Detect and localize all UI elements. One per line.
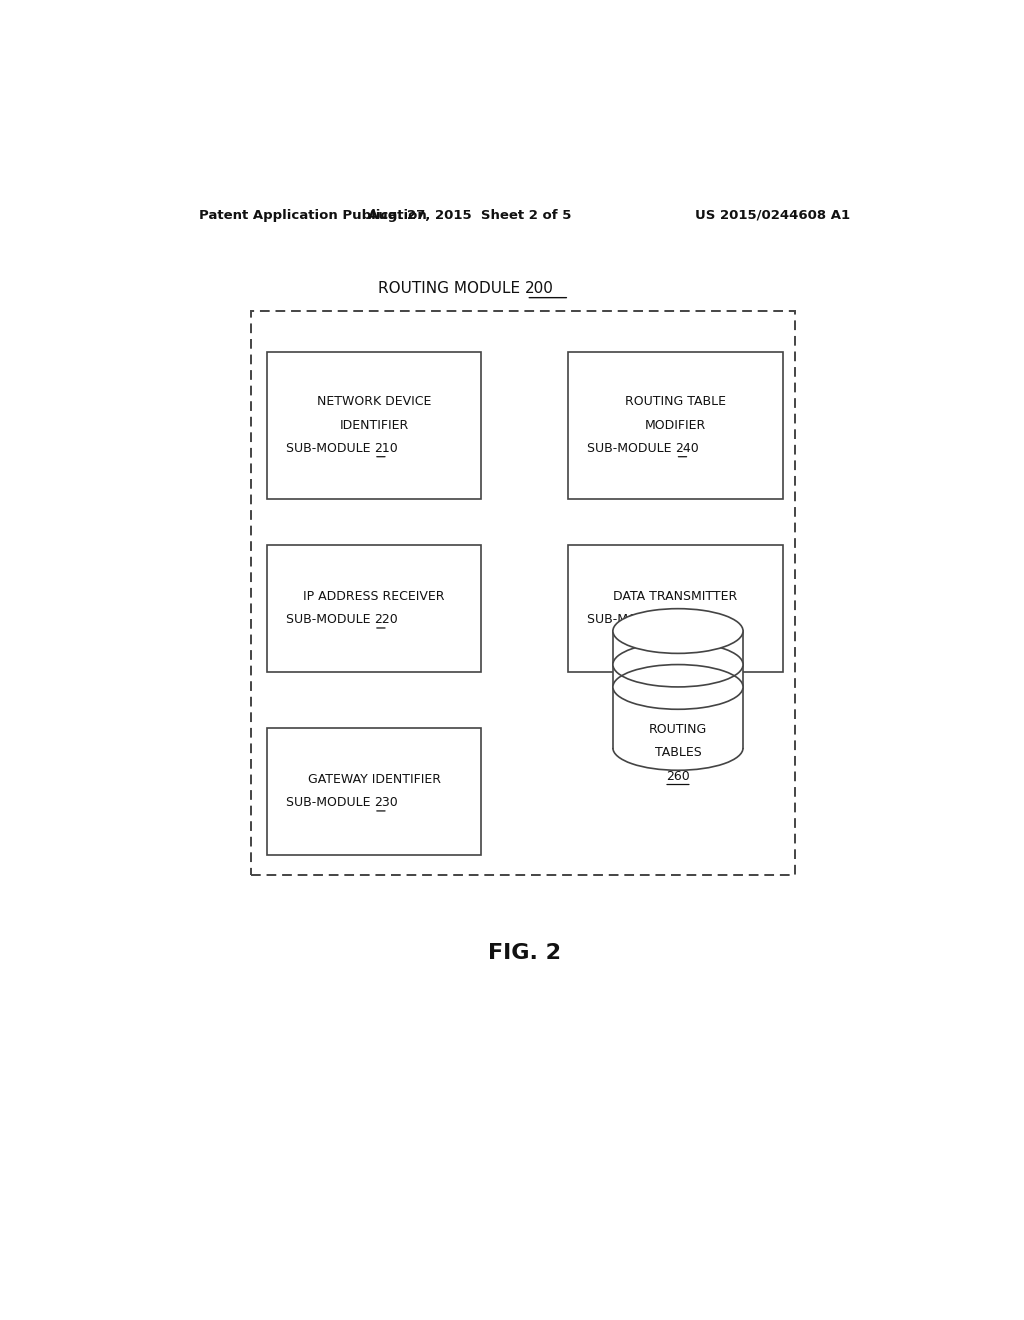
Bar [267, 351, 481, 499]
Bar [267, 545, 481, 672]
Text: ROUTING: ROUTING [649, 723, 708, 737]
Text: SUB-MODULE: SUB-MODULE [587, 442, 676, 455]
Text: SUB-MODULE: SUB-MODULE [587, 614, 676, 627]
Text: SUB-MODULE: SUB-MODULE [286, 614, 374, 627]
Text: 260: 260 [666, 770, 690, 783]
Ellipse shape [613, 664, 743, 709]
Text: 230: 230 [374, 796, 397, 809]
Text: ROUTING TABLE: ROUTING TABLE [625, 395, 726, 408]
Text: 250: 250 [676, 614, 699, 627]
Text: SUB-MODULE: SUB-MODULE [286, 796, 374, 809]
Ellipse shape [613, 643, 743, 686]
Text: 220: 220 [374, 614, 397, 627]
Text: US 2015/0244608 A1: US 2015/0244608 A1 [695, 209, 850, 222]
Text: TABLES: TABLES [654, 747, 701, 759]
Text: FIG. 2: FIG. 2 [488, 944, 561, 964]
Bar [613, 631, 743, 748]
Bar [568, 545, 782, 672]
Bar [267, 727, 481, 854]
Bar [251, 310, 795, 875]
Text: 210: 210 [374, 442, 397, 455]
Text: MODIFIER: MODIFIER [645, 418, 707, 432]
Ellipse shape [613, 609, 743, 653]
Text: ROUTING MODULE: ROUTING MODULE [378, 281, 524, 296]
Text: SUB-MODULE: SUB-MODULE [286, 442, 374, 455]
Text: Patent Application Publication: Patent Application Publication [200, 209, 427, 222]
Bar [568, 351, 782, 499]
Text: NETWORK DEVICE: NETWORK DEVICE [316, 395, 431, 408]
Text: GATEWAY IDENTIFIER: GATEWAY IDENTIFIER [307, 774, 440, 785]
Text: IDENTIFIER: IDENTIFIER [339, 418, 409, 432]
Text: 240: 240 [676, 442, 699, 455]
Text: DATA TRANSMITTER: DATA TRANSMITTER [613, 590, 737, 603]
Text: IP ADDRESS RECEIVER: IP ADDRESS RECEIVER [303, 590, 444, 603]
Text: 200: 200 [524, 281, 554, 296]
Text: Aug. 27, 2015  Sheet 2 of 5: Aug. 27, 2015 Sheet 2 of 5 [368, 209, 571, 222]
